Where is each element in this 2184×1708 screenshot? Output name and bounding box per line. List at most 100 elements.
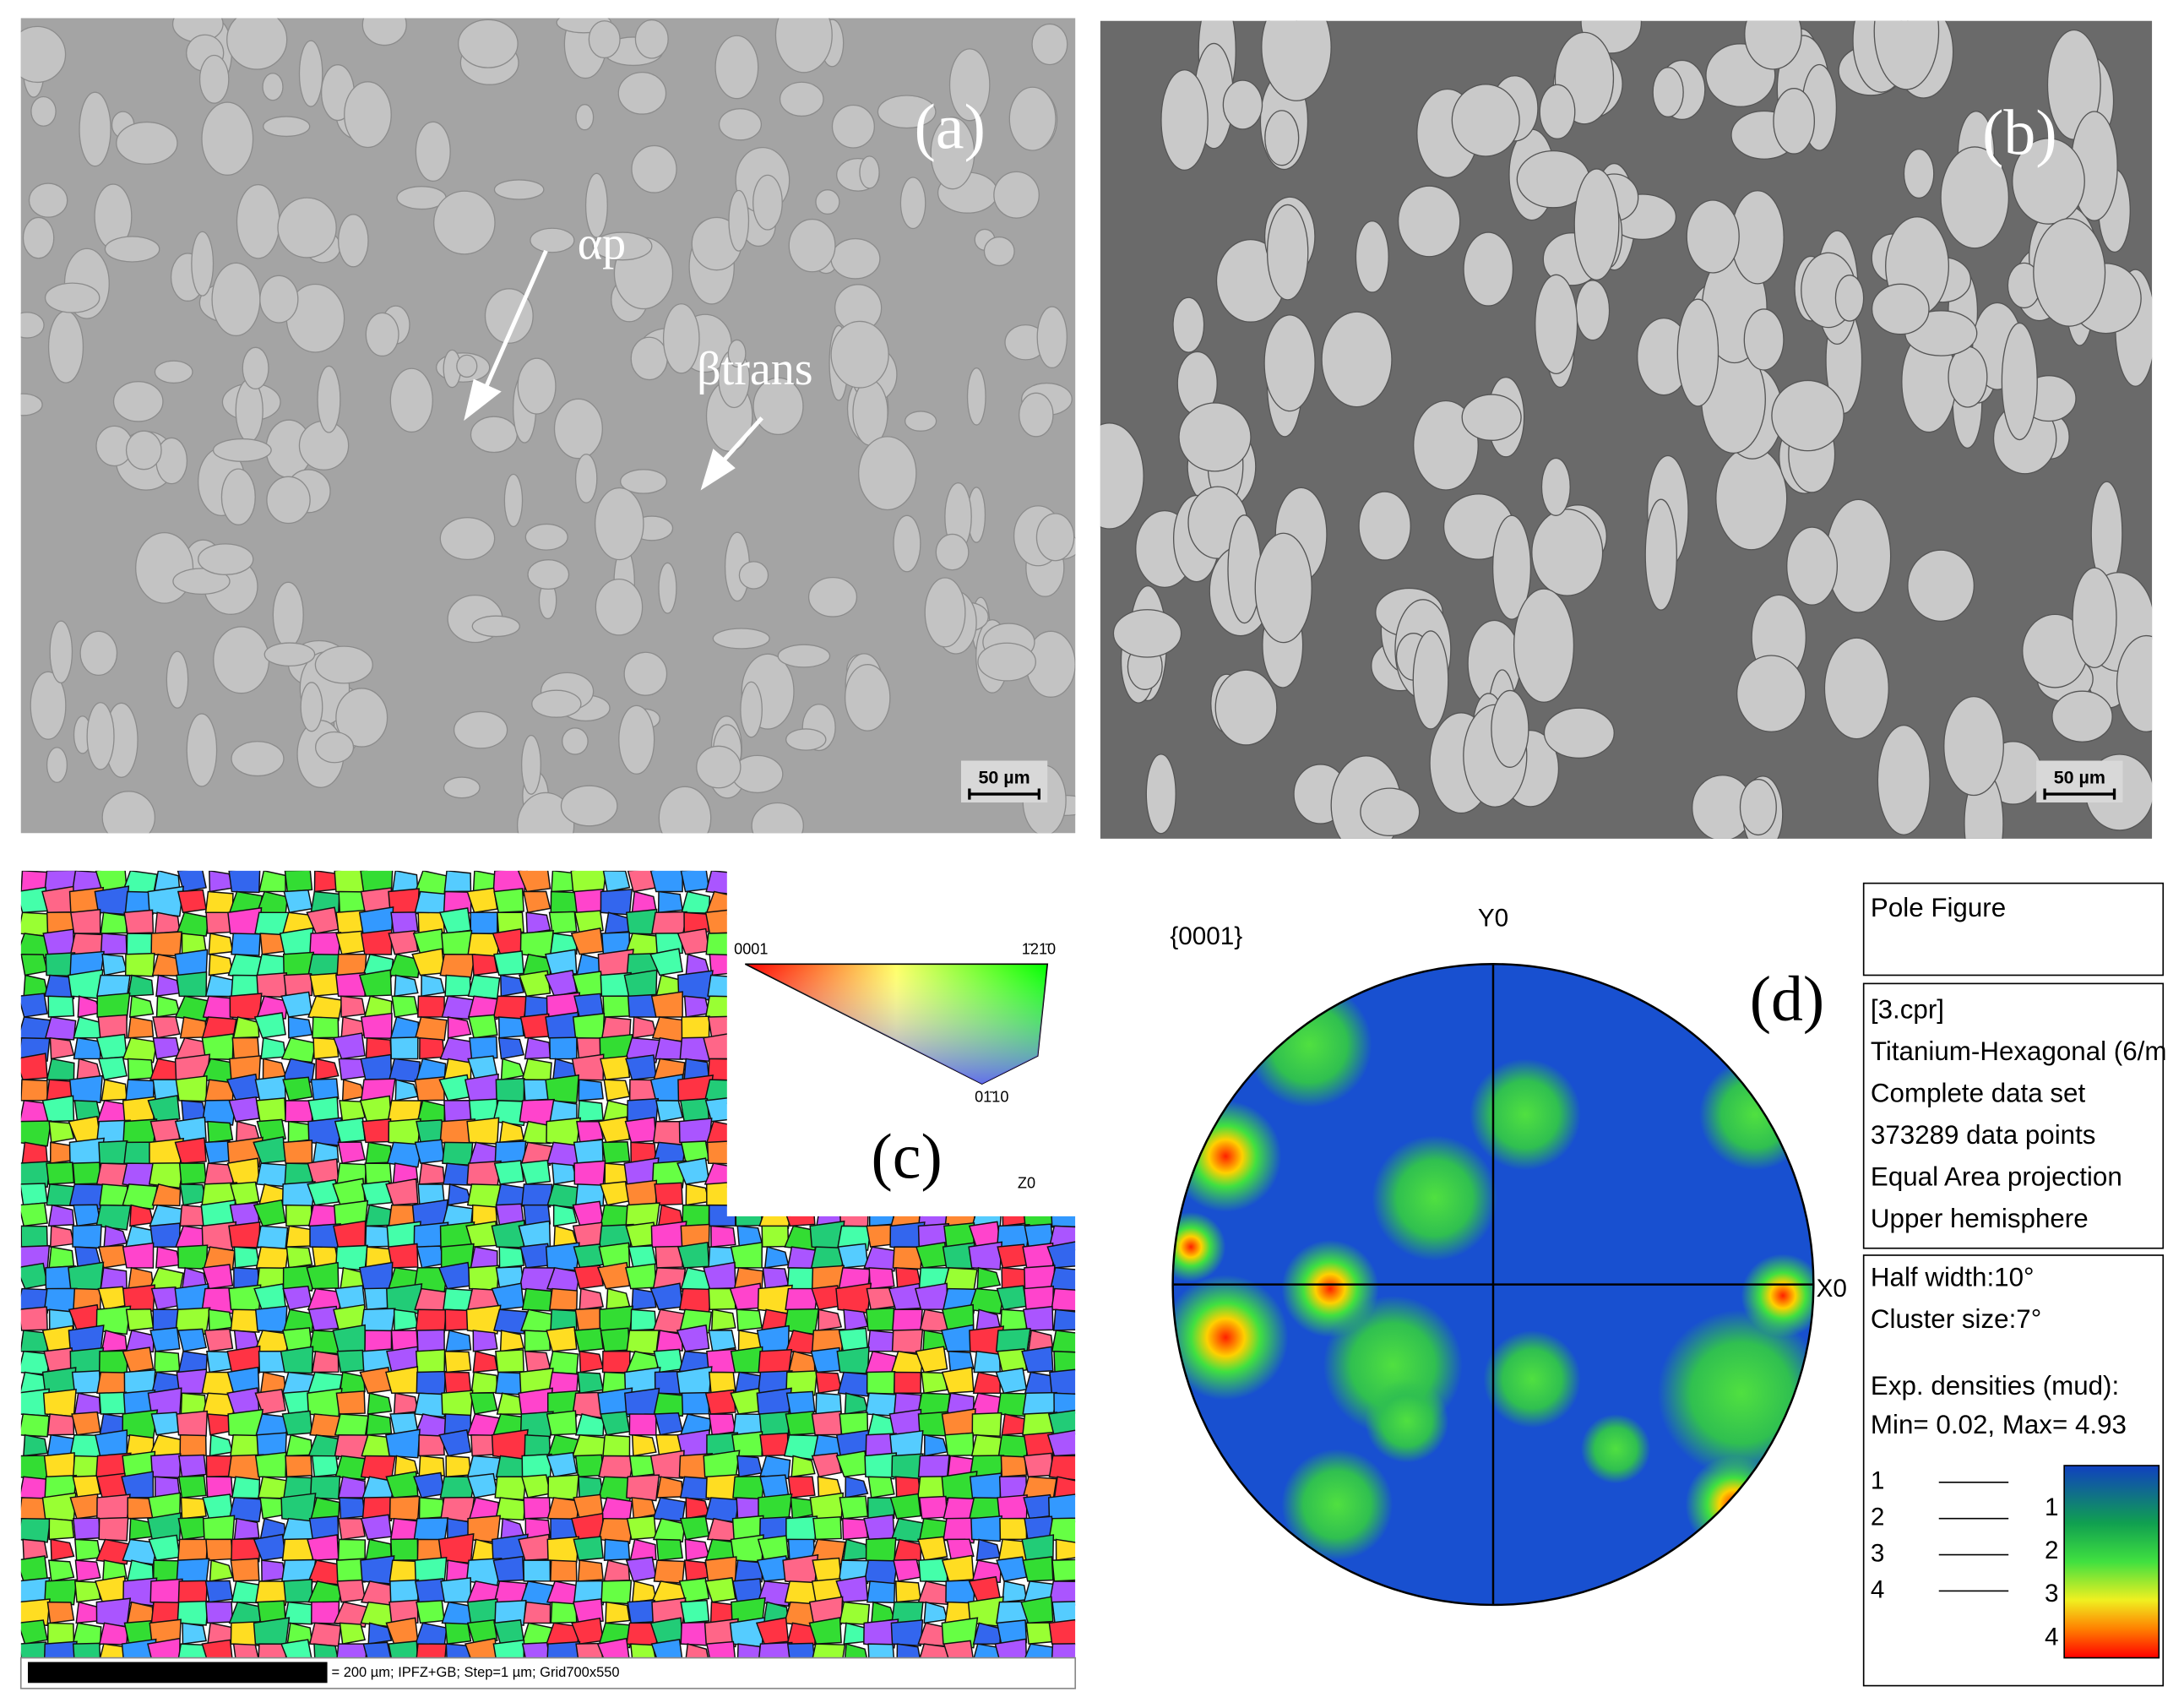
grain — [498, 1246, 524, 1269]
grain — [177, 1600, 209, 1626]
scale-bar-label: 50 µm — [978, 768, 1030, 788]
grain — [866, 1371, 896, 1395]
grain — [631, 1433, 657, 1457]
grain — [577, 1371, 605, 1395]
grain — [941, 1554, 975, 1582]
grain — [904, 411, 937, 432]
grain — [208, 933, 234, 955]
grain — [317, 365, 341, 433]
grain — [233, 1517, 260, 1541]
grain — [523, 1497, 551, 1520]
grain — [652, 1517, 686, 1543]
grain — [831, 104, 875, 149]
grain — [205, 1538, 234, 1561]
grain — [95, 1305, 132, 1335]
grain — [1773, 88, 1816, 155]
grain — [389, 1016, 420, 1040]
grain — [414, 1392, 448, 1418]
density-spot — [1247, 982, 1372, 1108]
grain — [899, 177, 926, 230]
grain — [493, 1160, 524, 1185]
grain — [124, 952, 155, 977]
density-spot — [1699, 1058, 1812, 1171]
grain — [232, 1016, 260, 1039]
grain — [500, 974, 525, 998]
grain — [333, 1032, 366, 1060]
grain — [867, 1330, 895, 1352]
panel-label: (a) — [915, 92, 986, 163]
grain — [208, 1308, 234, 1331]
grain — [95, 1204, 132, 1231]
grain — [1052, 1308, 1076, 1331]
grain — [389, 367, 433, 433]
grain — [968, 1241, 1003, 1270]
ipf-corner: 1̄21̄0 — [1022, 941, 1056, 958]
grain — [442, 1141, 474, 1167]
grain — [112, 381, 164, 422]
grain — [414, 1287, 448, 1314]
grain — [573, 1160, 606, 1188]
grain — [524, 1433, 551, 1457]
grain — [888, 1282, 921, 1311]
grain — [1264, 110, 1300, 166]
grain — [122, 1242, 155, 1269]
grain — [471, 953, 498, 976]
density-spot — [1483, 1330, 1581, 1428]
grain — [625, 1054, 657, 1080]
grain — [23, 1433, 48, 1457]
grain — [365, 312, 399, 357]
grain — [1172, 296, 1205, 353]
grain — [923, 1601, 948, 1624]
grain — [604, 911, 631, 934]
grain — [600, 1411, 631, 1436]
grain — [1413, 400, 1479, 491]
grain — [42, 928, 75, 955]
grain — [186, 713, 218, 787]
grain — [924, 577, 966, 648]
grain — [226, 18, 288, 70]
grain — [279, 927, 314, 956]
grain — [877, 95, 937, 129]
info-line: Upper hemisphere — [1871, 1204, 2089, 1233]
grain — [1055, 1538, 1076, 1562]
grain — [759, 1474, 790, 1499]
grain — [634, 19, 669, 59]
grain — [657, 890, 683, 914]
grain — [394, 1455, 419, 1478]
grain — [177, 1454, 207, 1478]
grain — [680, 870, 710, 893]
grain — [358, 969, 393, 997]
density-spot — [1172, 1275, 1289, 1401]
grain — [443, 776, 481, 799]
grain — [1358, 491, 1411, 561]
grain — [492, 1555, 524, 1582]
grain — [679, 1515, 710, 1541]
grain — [710, 1225, 736, 1248]
grain — [365, 1204, 393, 1227]
grain — [204, 1580, 234, 1603]
grain — [681, 1015, 710, 1040]
grain — [364, 1330, 393, 1352]
grain — [470, 1371, 498, 1395]
grain — [524, 523, 568, 551]
grain — [652, 1497, 687, 1522]
grain — [49, 1225, 75, 1248]
colorbar-label: 3 — [2045, 1580, 2059, 1607]
grain — [95, 1429, 128, 1457]
grain — [683, 995, 710, 1018]
grain — [680, 1599, 710, 1624]
grain — [97, 1014, 128, 1039]
grain — [43, 1452, 75, 1478]
grain — [890, 1619, 924, 1647]
grain — [681, 1391, 710, 1415]
grain — [22, 1538, 48, 1561]
grain — [255, 1580, 290, 1607]
grain — [73, 1392, 101, 1415]
grain — [465, 1073, 499, 1102]
grain — [22, 216, 55, 259]
grain — [116, 121, 178, 165]
grain — [46, 1622, 75, 1645]
grain — [550, 890, 578, 914]
grain — [72, 1224, 102, 1249]
grain — [414, 870, 448, 895]
